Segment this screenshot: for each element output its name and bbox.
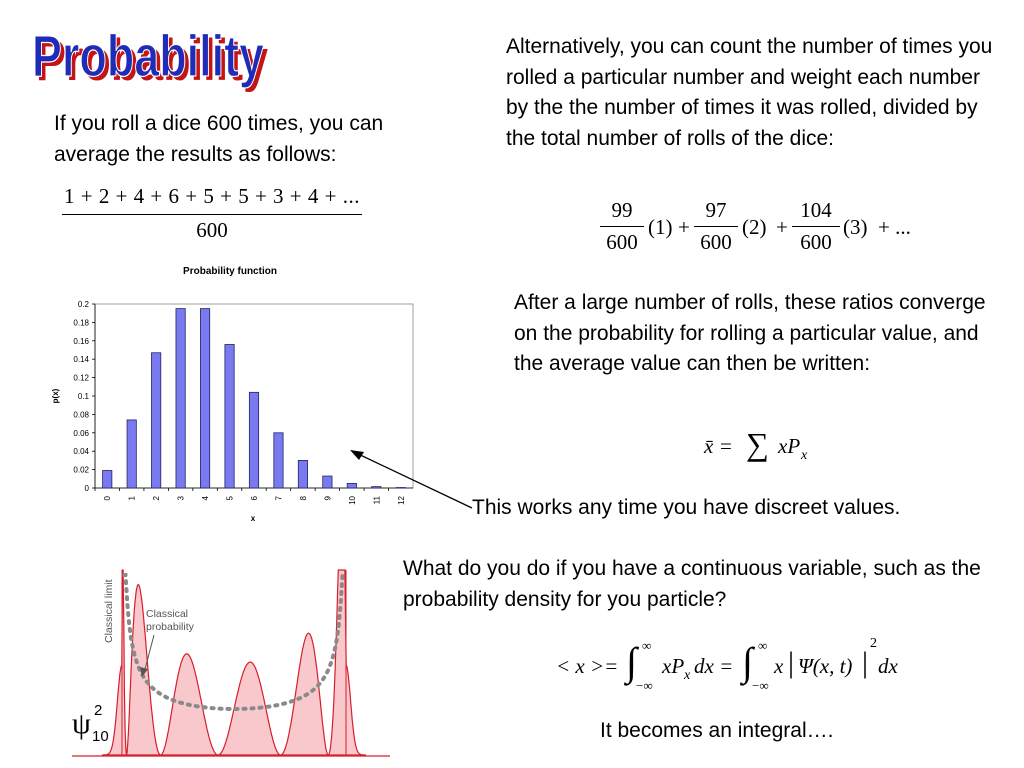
expectation-sum-equation: x̄ = ∑ xP x: [704, 426, 844, 470]
bar-5: [224, 344, 235, 489]
average-equation: 1 + 2 + 4 + 6 + 5 + 5 + 3 + 4 + ... 600: [62, 182, 362, 245]
integral-sign-2: ∫: [742, 639, 753, 684]
term2-denominator: 600: [700, 230, 732, 254]
continuous-question: What do you do if you have a continuous …: [403, 557, 981, 611]
integral-sign-1: ∫: [626, 639, 637, 684]
integral-dx-2: dx: [878, 654, 898, 678]
bar-7: [273, 432, 284, 489]
integral-subscript: x: [684, 668, 691, 683]
bar-1: [126, 419, 137, 489]
x-tick-label: 11: [372, 495, 381, 504]
integral-power: 2: [870, 636, 877, 651]
chart-plot-area: 0 0.02 0.04 0.06 0.08 0.1 0.12 0.14 0.16 0.18 0.2 0…: [73, 300, 414, 505]
x-tick-label: 1: [128, 495, 137, 500]
bar-0: [102, 470, 113, 489]
weighted-sum-equation: 99 600 (1) + 97 600 (2) + 104 600 (3) + …: [600, 198, 930, 264]
integral-body-1: xP: [662, 654, 685, 678]
bar-10: [346, 482, 357, 489]
x-tick-label: 2: [152, 495, 161, 500]
bar-6: [248, 391, 260, 489]
classical-limit-label: Classical limit: [103, 579, 115, 643]
x-axis-label: x: [251, 514, 256, 523]
x-tick-label: 4: [201, 495, 210, 500]
psi-power: 2: [94, 702, 102, 719]
y-tick-label: 0.16: [73, 337, 89, 346]
term3-value: (3): [843, 215, 868, 239]
x-tick-label: 12: [397, 495, 406, 504]
average-denominator: 600: [196, 218, 228, 242]
bar-4: [200, 308, 211, 489]
integral-dx-1: dx =: [694, 654, 734, 678]
integral-equation: < x >= ∫ ∞ −∞ xP x dx = ∫ ∞ −∞ x | Ψ(x, …: [556, 636, 898, 693]
integral-body-2: x: [774, 654, 784, 678]
classical-probability-label: Classical: [146, 608, 188, 620]
sum-subscript: x: [801, 448, 808, 463]
x-tick-label: 0: [103, 495, 112, 500]
y-tick-label: 0.18: [73, 318, 89, 327]
bar-9: [322, 475, 333, 489]
y-tick-label: 0.2: [78, 300, 90, 309]
x-tick-label: 6: [250, 495, 259, 500]
y-tick-label: 0.14: [73, 355, 89, 364]
x-tick-label: 9: [323, 495, 332, 500]
right-intro-text: Alternatively, you can count the number …: [506, 35, 993, 150]
sum-lhs: x̄ =: [704, 434, 733, 458]
y-tick-label: 0: [85, 484, 90, 493]
title-shadow: Probability: [36, 28, 268, 93]
sum-body: xP: [778, 434, 801, 458]
average-numerator: 1 + 2 + 4 + 6 + 5 + 5 + 3 + 4 + ...: [64, 184, 360, 208]
x-tick-label: 10: [348, 495, 357, 504]
psi-subscript: 10: [92, 728, 109, 745]
psi-symbol: ψ: [72, 707, 91, 740]
term2-value: (2): [742, 215, 767, 239]
bar-11: [371, 486, 382, 489]
term3-denominator: 600: [800, 230, 832, 254]
left-intro-text: If you roll a dice 600 times, you can av…: [54, 112, 384, 166]
term1-denominator: 600: [606, 230, 638, 254]
x-tick-label: 3: [177, 495, 186, 500]
term1-value: (1): [648, 215, 673, 239]
bar-8: [297, 459, 308, 489]
fraction-bar: [62, 214, 362, 215]
probability-chart: Probability function 0 0.02 0.04 0.06 0.08 0.…: [51, 266, 414, 523]
term1-numerator: 99: [611, 198, 633, 222]
y-tick-label: 0.1: [78, 392, 90, 401]
converge-text: After a large number of rolls, these rat…: [514, 291, 986, 375]
title-text: Probability: [32, 24, 264, 89]
x-tick-label: 8: [299, 495, 308, 500]
term3-numerator: 104: [800, 198, 832, 222]
integral-note: It becomes an integral….: [600, 719, 834, 742]
weighted-tail: + ...: [878, 215, 911, 239]
y-tick-label: 0.04: [73, 447, 89, 456]
y-axis-label: p(x): [51, 388, 60, 403]
y-tick-label: 0.12: [73, 374, 89, 383]
chart-title: Probability function: [183, 266, 277, 277]
x-tick-label: 7: [274, 495, 283, 500]
svg-text:probability: probability: [146, 621, 195, 633]
y-tick-label: 0.08: [73, 410, 89, 419]
y-tick-label: 0.06: [73, 429, 89, 438]
annotation-arrow: [350, 450, 473, 509]
y-tick-label: 0.02: [73, 466, 89, 475]
term2-numerator: 97: [705, 198, 727, 222]
bar-2: [151, 352, 162, 489]
classical-probability-curve: [121, 573, 347, 711]
x-tick-label: 5: [226, 495, 235, 500]
quantum-probability-figure: Classical limit Classical probability ψ …: [72, 565, 390, 763]
discrete-note: This works any time you have discreet va…: [472, 496, 901, 519]
integral-psi: Ψ(x, t): [798, 654, 853, 678]
integral-lhs: < x >=: [556, 654, 619, 678]
bar-3: [175, 308, 186, 489]
sum-symbol: ∑: [746, 426, 769, 462]
slide-title: Probability Probability: [31, 23, 268, 93]
